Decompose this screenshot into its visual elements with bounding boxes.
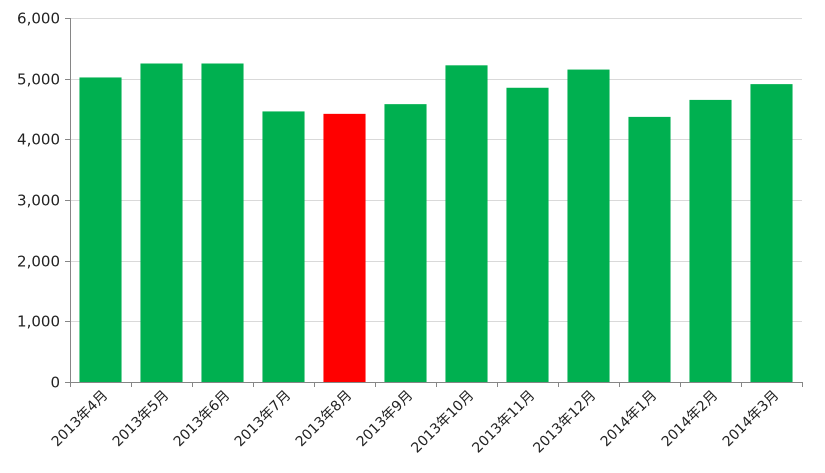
y-tick-label: 6,000 (17, 10, 60, 28)
x-tick-label: 2013年5月 (110, 388, 173, 451)
bar (79, 77, 122, 382)
gridlines (70, 18, 802, 322)
bars (79, 63, 793, 383)
bar (140, 63, 183, 382)
x-tick-label: 2013年8月 (293, 388, 356, 451)
y-axis-tick-labels: 0 1,000 2,000 3,000 4,000 5,000 6,000 (17, 10, 60, 392)
bar (506, 87, 549, 383)
x-tick-label: 2014年1月 (598, 388, 661, 451)
x-axis-tick-labels: 2013年4月2013年5月2013年6月2013年7月2013年8月2013年… (49, 388, 783, 457)
x-tick-label: 2013年10月 (408, 388, 477, 457)
x-tick-label: 2013年11月 (469, 388, 538, 457)
bar (689, 99, 732, 383)
y-tick-label: 0 (50, 374, 60, 392)
x-tick-label: 2013年9月 (354, 388, 417, 451)
x-tick-label: 2013年7月 (232, 388, 295, 451)
y-tick-label: 4,000 (17, 131, 60, 149)
y-tick-label: 3,000 (17, 192, 60, 210)
x-tick-label: 2013年6月 (171, 388, 234, 451)
bar-highlighted (323, 113, 366, 382)
bar (628, 116, 671, 383)
y-tick-label: 5,000 (17, 71, 60, 89)
x-tick-label: 2013年4月 (49, 388, 112, 451)
bar (201, 63, 244, 382)
axes (65, 18, 803, 387)
y-tick-label: 2,000 (17, 253, 60, 271)
bar (750, 84, 793, 383)
y-tick-label: 1,000 (17, 313, 60, 331)
x-tick-label: 2014年2月 (659, 388, 722, 451)
x-tick-label: 2013年12月 (530, 388, 599, 457)
bar (567, 69, 610, 383)
bar (445, 65, 488, 382)
bar (384, 104, 427, 382)
x-tick-label: 2014年3月 (720, 388, 783, 451)
bar (262, 111, 305, 382)
